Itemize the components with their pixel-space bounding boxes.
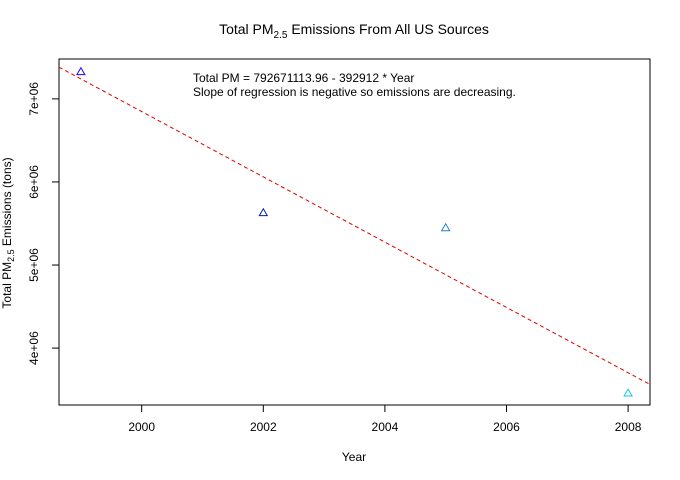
data-point-triangle	[258, 207, 269, 217]
y-tick-label: 6e+06	[27, 165, 41, 199]
y-axis-label: Total PM2.5 Emissions (tons)	[0, 157, 16, 308]
y-tick-label: 7e+06	[27, 82, 41, 116]
annotations: Total PM = 792671113.96 - 392912 * Year …	[193, 71, 516, 99]
x-tick-label: 2000	[128, 420, 155, 434]
regression-equation-annotation: Total PM = 792671113.96 - 392912 * Year	[193, 71, 414, 85]
y-tick-label: 4e+06	[27, 331, 41, 365]
y-axis: 4e+06 5e+06 6e+06 7e+06 Total PM2.5 Emissio…	[0, 82, 60, 365]
data-point-triangle	[76, 66, 86, 76]
chart-title: Total PM2.5 Emissions From All US Source…	[219, 21, 489, 41]
y-tick-label: 5e+06	[27, 248, 41, 282]
x-tick-label: 2002	[250, 420, 277, 434]
x-tick-label: 2004	[372, 420, 399, 434]
plot-content	[58, 66, 651, 397]
y-axis-label-suffix: Emissions (tons)	[0, 157, 14, 249]
slope-note-annotation: Slope of regression is negative so emiss…	[193, 85, 516, 99]
data-point-triangle	[623, 388, 633, 397]
x-tick-label: 2006	[493, 420, 520, 434]
x-axis: 2000 2002 2004 2006 2008 Year	[128, 404, 642, 464]
x-tick-label: 2008	[615, 420, 642, 434]
y-axis-label-subscript: 2.5	[6, 249, 16, 262]
x-axis-label: Year	[342, 450, 366, 464]
chart-title-prefix: Total PM	[219, 21, 273, 37]
y-axis-label-prefix: Total PM	[0, 262, 14, 309]
chart-title-subscript: 2.5	[274, 30, 288, 41]
chart-title-suffix: Emissions From All US Sources	[287, 21, 489, 37]
data-point-triangle	[440, 222, 451, 232]
